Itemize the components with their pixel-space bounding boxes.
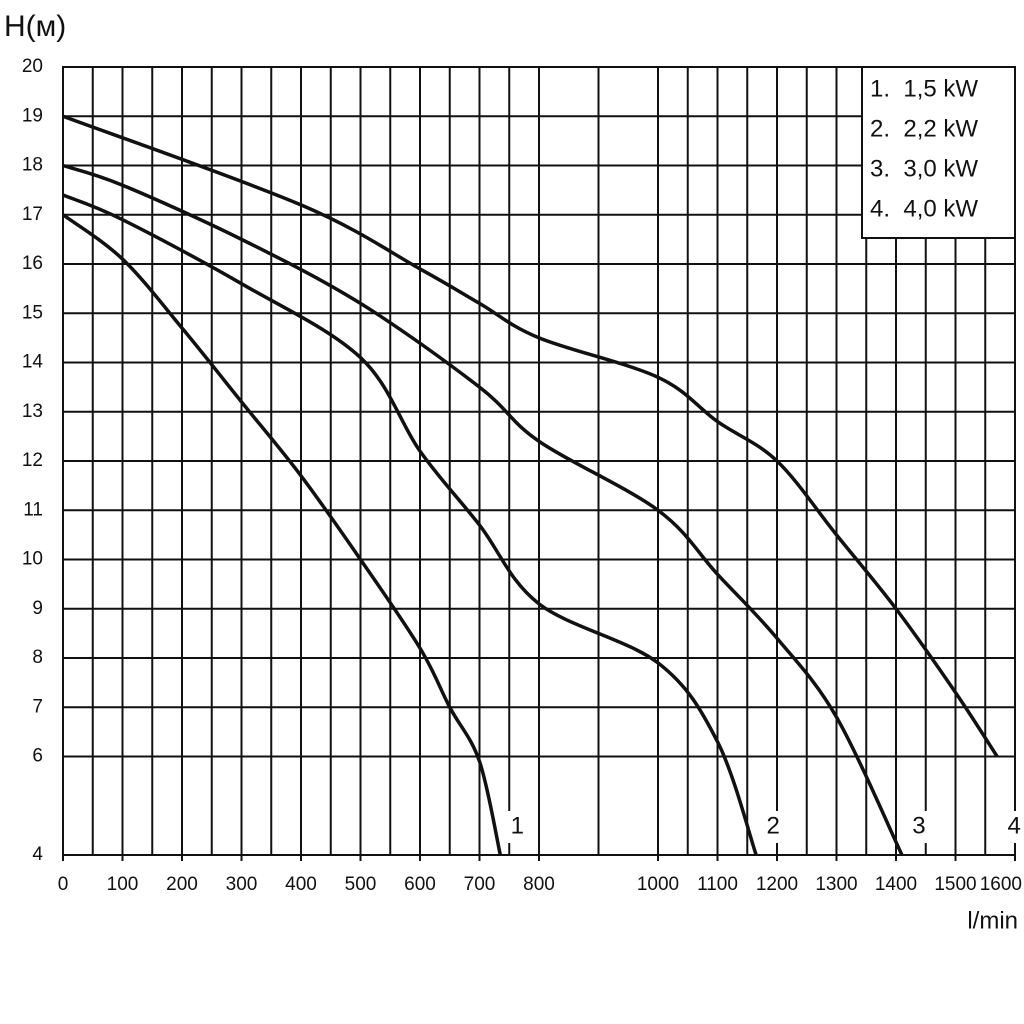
y-tick-label: 14	[22, 352, 44, 373]
legend-entry: 2. 2,2 kW	[870, 115, 978, 142]
y-tick-label: 7	[32, 696, 43, 717]
x-tick-label: 1200	[756, 874, 798, 895]
y-tick-label: 11	[23, 499, 43, 520]
y-axis-label: H(м)	[4, 10, 66, 43]
plot-frame	[62, 66, 1016, 856]
y-tick-label: 20	[22, 56, 43, 77]
legend-entry: 4. 4,0 kW	[870, 195, 978, 222]
curve-label: 1	[511, 812, 524, 839]
curve-label-bg	[1003, 811, 1024, 843]
x-axis-label: l/min	[967, 907, 1018, 934]
legend	[861, 66, 1016, 239]
curve-label-bg	[506, 811, 529, 843]
y-tick-label: 13	[22, 401, 43, 422]
x-tick-label: 0	[58, 874, 69, 895]
x-tick-label: 400	[285, 874, 317, 895]
x-tick-label: 800	[523, 874, 555, 895]
curve	[62, 163, 904, 856]
x-tick-label: 500	[345, 874, 377, 895]
y-tick-label: 12	[22, 450, 43, 471]
y-tick-label: 8	[32, 647, 43, 668]
y-tick-label: 10	[22, 549, 43, 570]
x-tick-label: 300	[226, 874, 258, 895]
curve	[61, 213, 503, 856]
x-tick-label: 200	[166, 874, 198, 895]
x-tick-label: 1100	[697, 874, 738, 895]
y-tick-label: 18	[22, 155, 43, 176]
y-tick-label: 4	[32, 844, 43, 865]
y-tick-label: 19	[22, 105, 43, 126]
x-tick-label: 600	[404, 874, 436, 895]
curve-label: 4	[1007, 812, 1020, 839]
legend-entry: 3. 3,0 kW	[870, 155, 978, 182]
y-tick-label: 17	[22, 204, 43, 225]
y-tick-label: 6	[32, 746, 43, 767]
curve	[62, 114, 999, 758]
y-tick-label: 15	[22, 302, 43, 323]
x-tick-label: 1400	[875, 874, 917, 895]
y-tick-label: 16	[22, 253, 43, 274]
curve-label-bg	[762, 811, 785, 843]
curve	[62, 193, 758, 856]
curve-label-bg	[907, 811, 930, 843]
legend-entry: 1. 1,5 kW	[870, 75, 978, 102]
curve-label: 2	[766, 812, 779, 839]
x-tick-label: 100	[107, 874, 139, 895]
x-tick-label: 700	[464, 874, 496, 895]
curve-label: 3	[912, 812, 925, 839]
x-tick-label: 1000	[637, 874, 679, 895]
x-tick-label: 1500	[934, 874, 976, 895]
x-tick-label: 1600	[980, 874, 1022, 895]
y-tick-label: 9	[32, 598, 43, 619]
x-tick-label: 1300	[815, 874, 857, 895]
